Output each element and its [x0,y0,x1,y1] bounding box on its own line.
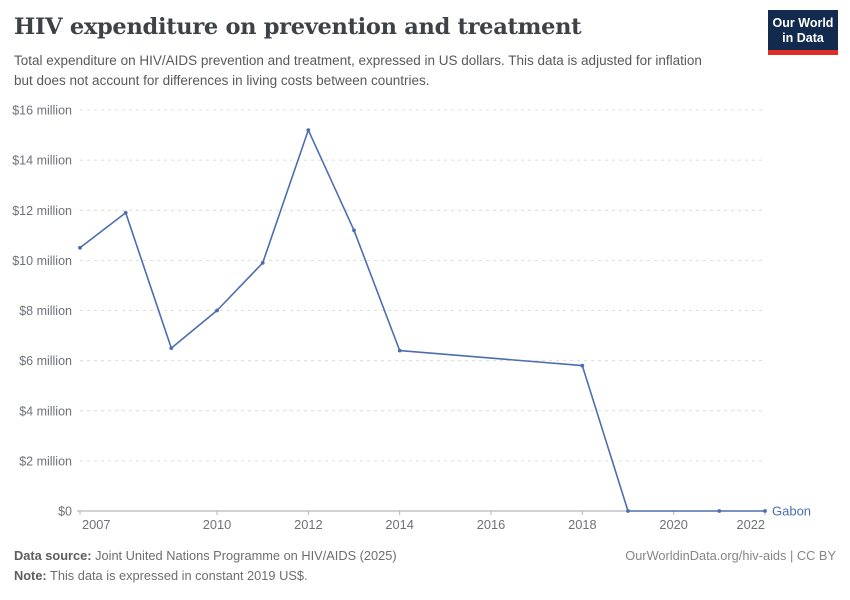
y-axis-tick-label: $14 million [12,154,72,168]
footer-note: Note: This data is expressed in constant… [14,566,836,586]
owid-logo[interactable]: Our World in Data [768,10,838,55]
y-axis-tick-label: $12 million [12,204,72,218]
page-title: HIV expenditure on prevention and treatm… [14,14,582,40]
data-point[interactable] [580,363,585,368]
data-point[interactable] [78,245,82,250]
datasource-label: Data source: [14,548,92,563]
data-point[interactable] [260,261,265,265]
y-axis-tick-label: $4 million [19,404,72,418]
data-point[interactable] [763,509,767,513]
footer-datasource: Data source: Joint United Nations Progra… [14,546,836,566]
data-point[interactable] [352,228,356,233]
note-label: Note: [14,568,47,583]
note-text: This data is expressed in constant 2019 … [46,568,308,583]
y-axis-tick-label: $6 million [19,354,72,368]
x-axis-tick-label: 2012 [294,517,322,532]
data-point[interactable] [626,509,630,513]
chart-area: $0 $2 million $4 million $6 million $8 milli… [0,96,850,544]
data-point[interactable] [123,210,128,215]
entity-label-gabon[interactable]: Gabon [772,504,811,519]
y-axis-tick-label: $16 million [12,104,72,118]
data-line-gabon[interactable] [79,129,766,512]
y-axis-tick-label: $0 [58,505,72,519]
y-axis-tick-label: $8 million [19,304,72,318]
x-axis-tick-label: 2007 [82,517,110,532]
data-point[interactable] [717,509,722,513]
data-point[interactable] [169,346,174,350]
x-axis-tick-label: 2022 [737,517,765,532]
x-axis-tick-label: 2020 [659,517,687,532]
x-axis-tick-label: 2010 [203,517,231,532]
data-point[interactable] [306,128,311,132]
chart-footer: Data source: Joint United Nations Progra… [14,546,836,586]
y-axis-tick-label: $2 million [19,454,72,468]
x-axis-tick-label: 2018 [568,517,596,532]
chart-subtitle: Total expenditure on HIV/AIDS prevention… [14,53,702,88]
x-axis-tick-label: 2014 [385,517,413,532]
attribution-link[interactable]: OurWorldinData.org/hiv-aids | CC BY [625,548,836,563]
data-point[interactable] [215,308,219,313]
datasource-text: Joint United Nations Programme on HIV/AI… [91,548,397,563]
y-axis-tick-label: $10 million [12,254,72,268]
line-chart: $0 $2 million $4 million $6 million $8 milli… [12,104,811,533]
owid-logo-line1: Our World [772,16,834,30]
owid-logo-line2: in Data [782,31,824,45]
data-point[interactable] [397,348,402,353]
x-axis-tick-label: 2016 [477,517,505,532]
